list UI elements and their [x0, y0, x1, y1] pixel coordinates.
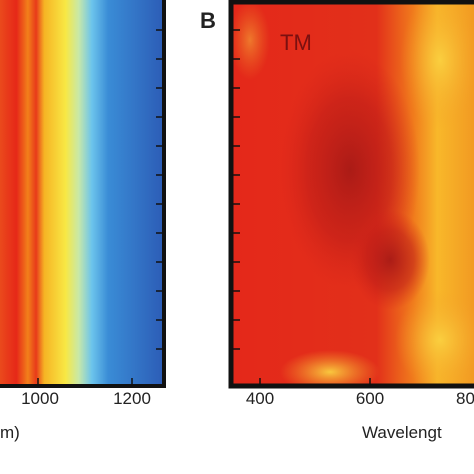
heatmap — [230, 0, 474, 386]
axis-frame — [228, 0, 474, 389]
tick-label: 80 — [456, 389, 474, 408]
tick-label: 1000 — [21, 389, 59, 408]
tick-label: 1200 — [113, 389, 151, 408]
panel-label: B — [200, 8, 216, 33]
annotation: TM — [280, 30, 312, 55]
axis-label: Wavelengt — [362, 423, 442, 442]
tick-label: 400 — [246, 389, 274, 408]
axis-frame — [0, 0, 166, 388]
axis-label: m) — [0, 423, 20, 442]
tick-label: 600 — [356, 389, 384, 408]
tick-marks — [37, 29, 164, 386]
heatmap — [0, 0, 164, 386]
tick-marks — [232, 29, 371, 386]
